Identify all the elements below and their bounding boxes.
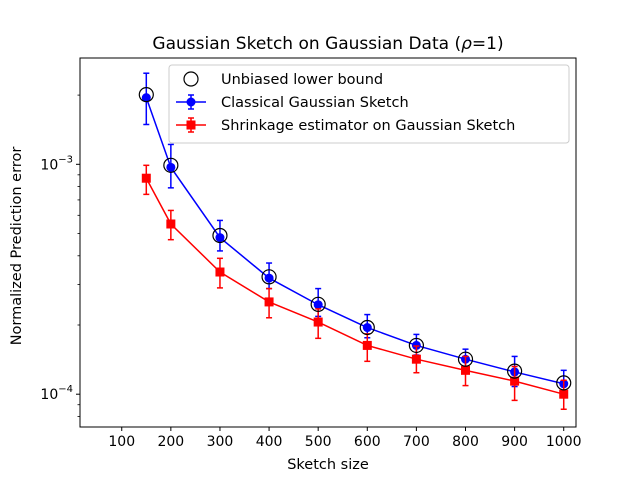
data-point <box>141 173 151 183</box>
data-point <box>166 162 176 172</box>
legend-marker <box>186 97 196 107</box>
x-tick-label: 700 <box>403 434 430 450</box>
y-axis-label: Normalized Prediction error <box>9 147 25 346</box>
legend-label: Shrinkage estimator on Gaussian Sketch <box>221 118 515 134</box>
data-point <box>510 376 520 386</box>
data-point <box>359 319 375 336</box>
data-point <box>138 87 154 103</box>
x-tick-label: 100 <box>108 434 135 450</box>
legend-box <box>168 64 570 144</box>
x-tick-label: 600 <box>354 434 381 450</box>
data-point <box>166 219 176 229</box>
data-point <box>264 297 274 307</box>
data-point <box>313 300 323 310</box>
y-tick-label: 10−4 <box>40 384 73 403</box>
x-tick-label: 900 <box>501 434 528 450</box>
x-tick-label: 400 <box>256 434 283 450</box>
data-point <box>362 340 372 350</box>
plot-area: 10−3 10−4 100 200 300 400 500 600 700 800 900 1000 U… <box>40 57 582 450</box>
data-point <box>461 365 471 375</box>
legend-label: Unbiased lower bound <box>221 72 383 88</box>
data-point <box>215 267 225 277</box>
legend: Unbiased lower bound Classical Gaussian S… <box>168 64 570 144</box>
data-point <box>261 269 277 285</box>
x-axis-label: Sketch size <box>287 457 369 473</box>
data-point <box>411 354 421 364</box>
series-line <box>145 177 564 395</box>
x-tick-label: 1000 <box>546 434 582 450</box>
chart-title: Gaussian Sketch on Gaussian Data (ρ=1) <box>152 34 503 54</box>
data-point <box>264 273 274 283</box>
x-tick-label: 800 <box>452 434 479 450</box>
legend-label: Classical Gaussian Sketch <box>221 95 409 111</box>
x-tick-label: 200 <box>157 434 184 450</box>
data-point <box>310 296 326 312</box>
axes-frame <box>79 57 577 428</box>
data-point <box>362 323 372 333</box>
x-tick-label: 500 <box>305 434 332 450</box>
y-tick-label: 10−3 <box>40 154 73 173</box>
series-line <box>145 97 564 385</box>
data-point <box>559 389 569 399</box>
data-point <box>212 227 228 244</box>
data-point <box>457 351 474 367</box>
x-tick-label: 300 <box>207 434 234 450</box>
legend-marker <box>183 71 199 87</box>
data-point <box>141 93 151 103</box>
data-point <box>163 157 179 173</box>
data-point <box>215 233 225 243</box>
legend-marker <box>186 120 196 130</box>
data-point <box>556 375 572 391</box>
data-point <box>408 337 424 354</box>
data-point <box>507 363 523 379</box>
data-point <box>313 317 323 327</box>
